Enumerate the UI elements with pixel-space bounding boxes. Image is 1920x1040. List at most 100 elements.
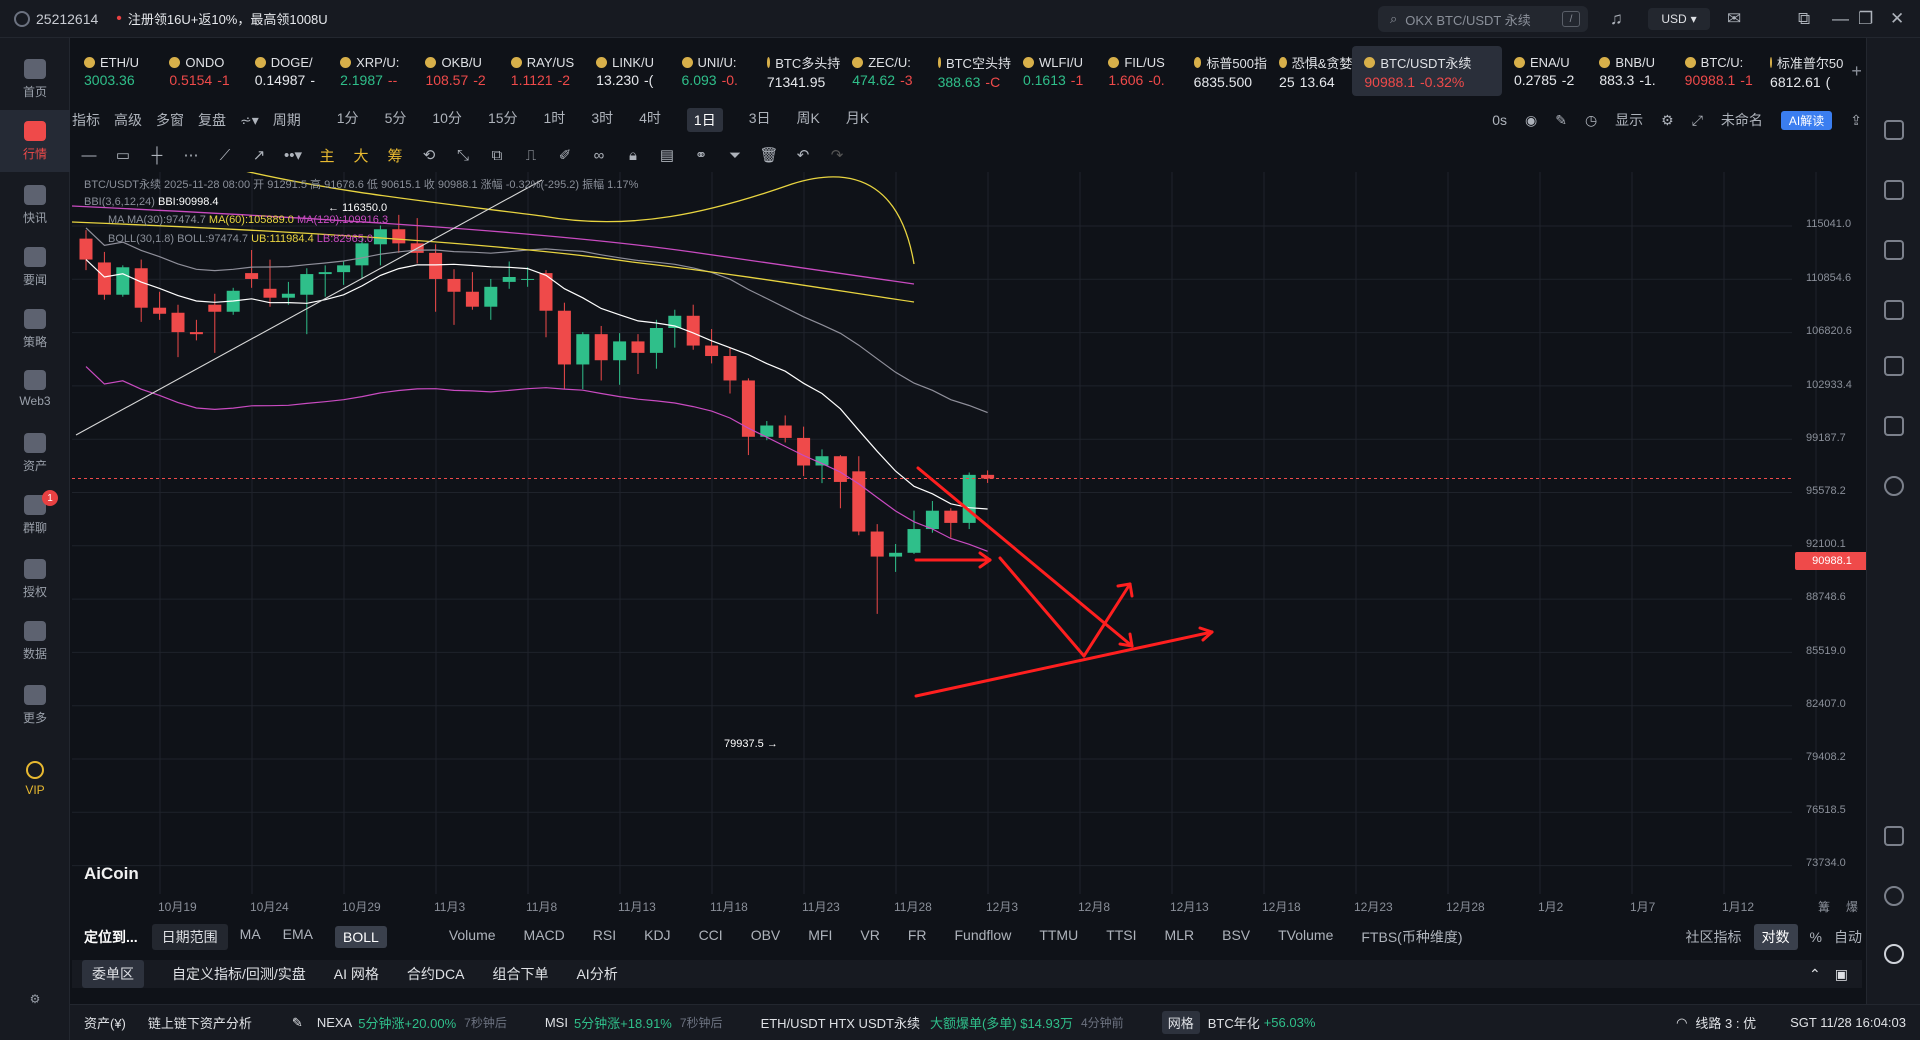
- layers-icon[interactable]: ▤: [659, 147, 675, 164]
- link-icon[interactable]: ⚭: [694, 147, 708, 164]
- filter-icon[interactable]: ⏷: [728, 146, 741, 164]
- sidebar-item-3[interactable]: 要闻: [0, 236, 70, 298]
- refresh-icon[interactable]: [1884, 476, 1904, 496]
- trade-icon[interactable]: [1884, 180, 1904, 200]
- ticker-item[interactable]: DOGE/0.14987-: [243, 46, 328, 96]
- period-tab[interactable]: 15分: [487, 110, 518, 126]
- etf-icon[interactable]: [1884, 356, 1904, 376]
- candlestick-chart[interactable]: [72, 172, 1864, 894]
- ticker-item[interactable]: BTC空头持 388.63 -C: [926, 46, 1011, 96]
- ticker-item[interactable]: 恐惧&贪婪 25 13.64: [1267, 46, 1352, 96]
- layout-name-dropdown[interactable]: 未命名: [1720, 112, 1763, 128]
- sub-indicator-tab[interactable]: MLR: [1164, 927, 1195, 943]
- restore-icon[interactable]: ❐: [1858, 9, 1874, 28]
- promo-banner[interactable]: • 注册领16U+返10%，最高领1008U: [116, 9, 327, 28]
- order-tab[interactable]: 合约DCA: [406, 966, 465, 982]
- sidebar-item-5[interactable]: Web3: [0, 358, 70, 420]
- panel-layout-icon[interactable]: [1884, 826, 1904, 846]
- ticker-item[interactable]: FIL/US 1.606 -0.: [1096, 46, 1181, 96]
- sub-indicator-tab[interactable]: OBV: [750, 927, 781, 943]
- collapse-icon[interactable]: ⌃: [1809, 965, 1821, 982]
- magnet-icon[interactable]: ⟲: [422, 147, 436, 164]
- sidebar-item-7[interactable]: 群聊 1: [0, 484, 70, 546]
- sub-indicator-tab[interactable]: CCI: [698, 927, 723, 943]
- settings-icon[interactable]: ⚙: [1661, 111, 1674, 128]
- channel-tool-icon[interactable]: ⋯: [183, 147, 199, 164]
- camera-icon[interactable]: ◉: [1524, 111, 1538, 128]
- zoom-out-icon[interactable]: 爆: [1846, 900, 1859, 914]
- user-id[interactable]: 25212614: [14, 10, 98, 27]
- trend-line-tool-icon[interactable]: ⟋: [219, 146, 231, 164]
- expand-panel-icon[interactable]: ▣: [1834, 965, 1848, 982]
- share-icon[interactable]: ⇪: [1850, 111, 1862, 128]
- zoom-in-icon[interactable]: 篝: [1818, 900, 1831, 914]
- alarm-icon[interactable]: ◷: [1584, 111, 1598, 128]
- main-indicator-tab[interactable]: EMA: [282, 926, 314, 942]
- close-icon[interactable]: ✕: [1890, 9, 1905, 28]
- ruler-icon[interactable]: ⎍: [525, 146, 537, 164]
- period-dropdown[interactable]: 周期: [272, 112, 301, 128]
- sub-indicator-tab[interactable]: TTMU: [1039, 927, 1079, 943]
- sub-indicator-tab[interactable]: MACD: [523, 927, 565, 943]
- order-tab[interactable]: 组合下单: [492, 966, 549, 982]
- period-tab[interactable]: 3时: [591, 110, 614, 126]
- trash-icon[interactable]: 🗑︎: [759, 147, 779, 164]
- sidebar-item-2[interactable]: 快讯: [0, 174, 70, 236]
- lock-icon[interactable]: 🔒︎: [629, 146, 637, 164]
- ticker-item[interactable]: WLFI/U 0.1613 -1: [1011, 46, 1096, 96]
- minimize-icon[interactable]: —: [1832, 9, 1849, 28]
- chip-distribution-tool[interactable]: 筹: [387, 147, 403, 165]
- sidebar-item-1[interactable]: 行情: [0, 110, 70, 172]
- measure-icon[interactable]: ⤡: [456, 146, 469, 164]
- add-ticker-icon[interactable]: +: [1851, 61, 1862, 81]
- sidebar-item-9[interactable]: 数据: [0, 610, 70, 672]
- ticker-item[interactable]: ZEC/U: 474.62 -3: [840, 46, 925, 96]
- sidebar-item-10[interactable]: 更多: [0, 674, 70, 736]
- indicator-button[interactable]: 指标: [72, 112, 100, 128]
- advanced-button[interactable]: 高级: [114, 112, 142, 128]
- nexa-symbol[interactable]: NEXA: [316, 1015, 353, 1030]
- ticker-item[interactable]: LINK/U 13.230 -(: [584, 46, 669, 96]
- auto-scale-button[interactable]: 自动: [1834, 929, 1862, 945]
- hide-icon[interactable]: ∞: [593, 146, 605, 164]
- percent-scale-button[interactable]: %: [1809, 929, 1822, 945]
- sub-indicator-tab[interactable]: VR: [860, 927, 880, 943]
- assistant-robot-icon[interactable]: [1884, 944, 1904, 964]
- period-tab[interactable]: 1分: [336, 110, 359, 126]
- ticker-item[interactable]: XRP/U: 2.1987 --: [328, 46, 413, 96]
- ticker-item[interactable]: RAY/US 1.1121 -2: [499, 46, 584, 96]
- multi-window-button[interactable]: 多窗: [156, 112, 184, 128]
- sub-indicator-tab[interactable]: TTSI: [1106, 927, 1137, 943]
- ticker-item[interactable]: BNB/U 883.3 -1.: [1587, 46, 1672, 96]
- asset-analysis-link[interactable]: 链上链下资产分析: [147, 1016, 252, 1031]
- period-tab[interactable]: 1日: [686, 108, 723, 132]
- display-button[interactable]: 显示: [1615, 112, 1644, 128]
- pen-icon[interactable]: ✎: [1555, 111, 1567, 128]
- ray-tool-icon[interactable]: ↗: [252, 147, 266, 164]
- price-chart[interactable]: [72, 172, 1864, 894]
- period-tab[interactable]: 4时: [639, 110, 661, 126]
- ticker-item[interactable]: ETH/U 3003.36: [72, 46, 157, 96]
- bot-icon[interactable]: [1884, 416, 1904, 436]
- search-input[interactable]: ⌕ OKX BTC/USDT 永续 /: [1378, 6, 1588, 32]
- order-tab[interactable]: AI 网格: [333, 966, 379, 982]
- redo-icon[interactable]: ↷: [830, 147, 844, 164]
- ticker-item[interactable]: BTC/USDT永续 90988.1 -0.32%: [1352, 46, 1502, 96]
- horizontal-line-tool-icon[interactable]: —: [81, 146, 97, 164]
- vertical-line-tool-icon[interactable]: ┼: [151, 146, 163, 164]
- ticker-item[interactable]: ONDO 0.5154 -1: [157, 46, 242, 96]
- locate-button[interactable]: 定位到...: [84, 929, 138, 945]
- undo-icon[interactable]: ↶: [796, 147, 810, 164]
- sidebar-item-0[interactable]: 首页: [0, 48, 70, 110]
- period-tab[interactable]: 5分: [384, 110, 407, 126]
- sub-indicator-tab[interactable]: Volume: [448, 927, 496, 943]
- replay-button[interactable]: 复盘: [198, 112, 226, 128]
- chart-type-icon[interactable]: ⩫▾: [240, 111, 259, 128]
- assets-label[interactable]: 资产(¥): [84, 1016, 126, 1031]
- order-tab[interactable]: 委单区: [82, 960, 144, 988]
- ticker-item[interactable]: BTC/U: 90988.1 -1: [1673, 46, 1758, 96]
- sidebar-item-6[interactable]: 资产: [0, 422, 70, 484]
- eth-perp-symbol[interactable]: ETH/USDT HTX USDT永续: [760, 1016, 920, 1031]
- order-tab[interactable]: 自定义指标/回测/实盘: [172, 966, 306, 982]
- network-route[interactable]: 线路 3 : 优: [1695, 1016, 1757, 1031]
